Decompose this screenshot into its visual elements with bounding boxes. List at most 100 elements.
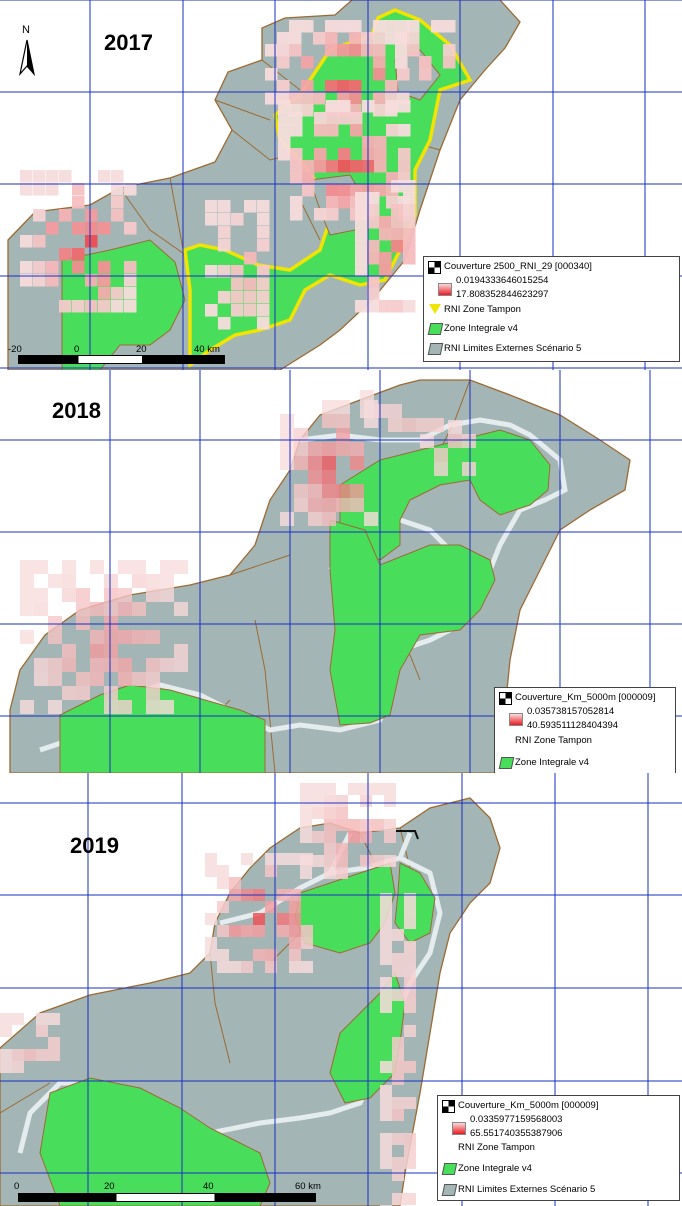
zone-integrale xyxy=(329,519,496,726)
heat-cell xyxy=(231,291,244,304)
heat-cell xyxy=(379,264,392,277)
heat-cell xyxy=(380,917,392,929)
heat-cell xyxy=(350,124,363,137)
legend-layer-title: Couverture_Km_5000m [000009] xyxy=(458,1100,599,1111)
heat-cell xyxy=(289,961,301,973)
heatmap-2018 xyxy=(20,390,476,714)
heat-cell xyxy=(124,300,137,313)
heat-cell xyxy=(12,1049,24,1061)
heat-cell xyxy=(384,795,396,807)
heat-cell xyxy=(277,925,289,937)
heat-cell xyxy=(48,574,62,588)
heat-cell xyxy=(416,418,430,432)
heat-cell xyxy=(218,200,231,213)
heat-cell xyxy=(257,200,270,213)
heat-cell xyxy=(290,124,303,137)
heatmap-2019 xyxy=(0,783,416,1206)
heat-cell xyxy=(324,831,336,843)
scale-tick-label: 40 km xyxy=(194,344,220,355)
heat-cell xyxy=(104,574,118,588)
heat-cell xyxy=(403,216,416,229)
heat-cell xyxy=(349,80,362,93)
heat-cell xyxy=(404,977,416,989)
heat-cell xyxy=(392,989,404,1001)
heat-cell xyxy=(0,1049,12,1061)
heat-cell xyxy=(324,867,336,879)
heat-cell xyxy=(325,32,338,45)
legend-min-value: 0.0335977159568003 xyxy=(470,1114,563,1125)
tampon-swatch-icon xyxy=(429,304,441,314)
heat-cell xyxy=(336,819,348,831)
heat-cell xyxy=(355,264,368,277)
map-panel-2019: 2019 Couverture_Km_5000m [000009] 0.0335… xyxy=(0,773,682,1206)
heat-cell xyxy=(90,658,104,672)
scale-tick-label: 40 xyxy=(203,1181,214,1192)
heat-cell xyxy=(403,180,416,193)
heat-cell xyxy=(373,20,386,33)
heat-cell xyxy=(104,644,118,658)
heat-cell xyxy=(290,208,303,221)
heat-gradient-swatch xyxy=(509,713,523,726)
heat-cell xyxy=(384,819,396,831)
heat-cell xyxy=(392,1073,404,1085)
heat-cell xyxy=(205,865,217,877)
heat-cell xyxy=(85,274,98,287)
heat-cell xyxy=(62,588,76,602)
heat-cell xyxy=(301,961,313,973)
heat-cell xyxy=(278,100,291,113)
heat-cell xyxy=(373,104,386,117)
heat-cell xyxy=(379,300,392,313)
heat-cell xyxy=(314,124,327,137)
heat-cell xyxy=(300,783,312,795)
heat-cell xyxy=(265,853,277,865)
heat-cell xyxy=(33,170,46,183)
heat-cell xyxy=(104,700,118,714)
heat-cell xyxy=(294,428,308,442)
heat-cell xyxy=(72,183,85,196)
heat-cell xyxy=(278,112,291,125)
heat-cell xyxy=(392,1133,404,1145)
heat-cell xyxy=(403,252,416,265)
heat-cell xyxy=(278,136,291,149)
heat-cell xyxy=(391,180,404,193)
map-canvas-2017 xyxy=(0,0,682,370)
heat-cell xyxy=(398,100,411,113)
heat-cell xyxy=(302,160,315,173)
heat-cell xyxy=(229,961,241,973)
heat-cell xyxy=(253,913,265,925)
heat-cell xyxy=(434,462,448,476)
heat-cell xyxy=(265,68,278,81)
heat-cell xyxy=(373,44,386,57)
heat-cell xyxy=(301,104,314,117)
heat-cell xyxy=(325,80,338,93)
heat-cell xyxy=(360,795,372,807)
heat-cell xyxy=(33,183,46,196)
heat-cell xyxy=(380,941,392,953)
heat-cell xyxy=(20,235,33,248)
limites-swatch-icon xyxy=(441,1184,458,1196)
heat-cell xyxy=(380,1133,392,1145)
heat-cell xyxy=(34,602,48,616)
heat-cell xyxy=(380,1097,392,1109)
heat-cell xyxy=(300,855,312,867)
heat-cell xyxy=(12,1013,24,1025)
heat-cell xyxy=(380,1001,392,1013)
heat-cell xyxy=(277,913,289,925)
heat-cell xyxy=(419,56,432,69)
heat-cell xyxy=(301,937,313,949)
heat-cell xyxy=(205,213,218,226)
heat-cell xyxy=(419,68,432,81)
heat-cell xyxy=(337,20,350,33)
legend-min-value: 0.0194333646015254 xyxy=(456,275,549,286)
heat-cell xyxy=(374,148,387,161)
heat-cell xyxy=(294,484,308,498)
heat-cell xyxy=(407,20,420,33)
heat-cell xyxy=(76,686,90,700)
heat-cell xyxy=(257,291,270,304)
heat-cell xyxy=(443,44,456,57)
heat-cell xyxy=(312,831,324,843)
heat-cell xyxy=(420,434,434,448)
heat-cell xyxy=(300,831,312,843)
heat-cell xyxy=(111,209,124,222)
heat-cell xyxy=(388,418,402,432)
